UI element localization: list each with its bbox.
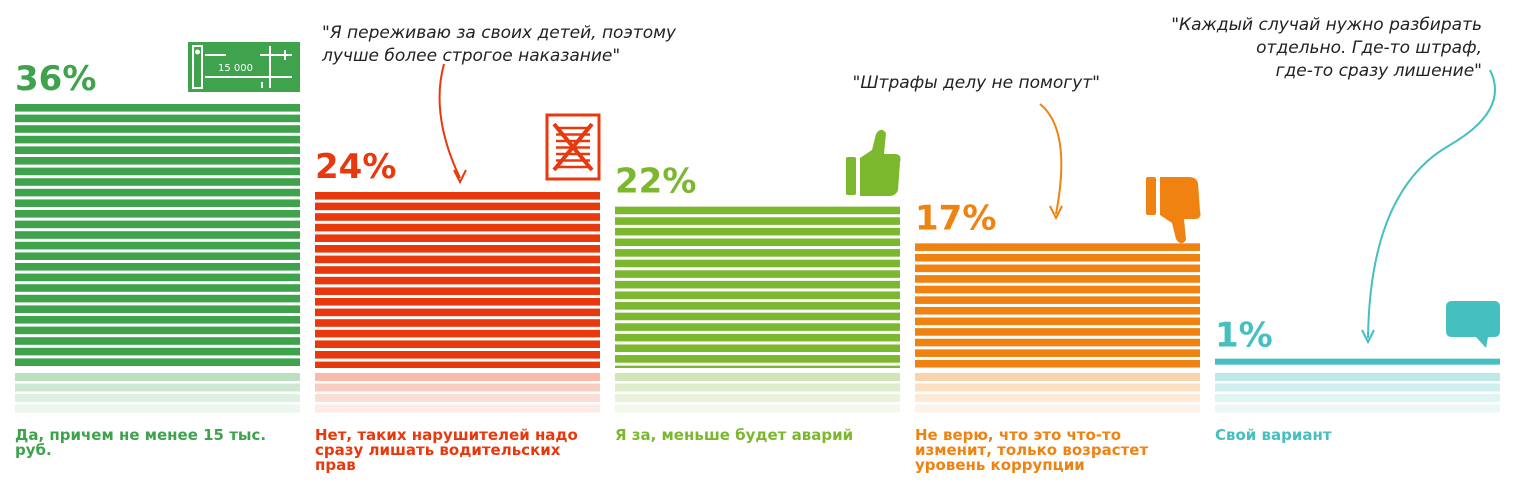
quote-arrowhead-1 [453,169,467,185]
bar-group-1: 36% Да, причем не менее 15 тыс. руб. [15,59,300,459]
quote-1: "Я переживаю за своих детей, поэтому лучш… [321,23,677,185]
quotes-layer: "Я переживаю за своих детей, поэтому лучш… [321,15,1496,345]
category-label-5: Свой вариант [1215,426,1332,444]
bar-5 [1215,358,1500,365]
bar-1 [15,104,300,366]
bar-3 [615,206,900,368]
percent-label-2: 24% [315,147,396,187]
bar-4 [915,243,1200,368]
bars-layer: 36% Да, причем не менее 15 тыс. руб. 24% Нет… [15,59,1500,474]
bar-group-4: 17% Не верю, что это что-то изменит, тольк… [915,198,1200,474]
category-label-3: Я за, меньше будет аварий [615,426,853,444]
quote-text-3: "Каждый случай нужно разбирать отдельно. … [1171,15,1482,81]
speech-bubble-icon [1446,301,1500,348]
percent-label-4: 17% [915,198,996,238]
quote-text-1: "Я переживаю за своих детей, поэтому лучш… [321,23,677,66]
thumbs-down-icon [1146,177,1201,244]
quote-text-2: "Штрафы делу не помогут" [853,73,1100,93]
quote-arrowhead-3 [1361,329,1375,345]
quote-arrow-2 [1039,103,1063,215]
quote-arrowhead-2 [1049,205,1063,221]
bar-2 [315,192,600,368]
bar-reflection-2 [315,373,600,413]
icons-layer: 15 000 [188,42,1500,348]
banknote-label: 15 000 [218,63,253,74]
bar-group-5: 1% Свой вариант [1215,316,1500,444]
thumbs-up-icon [846,129,901,196]
quote-2: "Штрафы делу не помогут" [853,73,1100,221]
category-label-1: Да, причем не менее 15 тыс. руб. [15,426,266,459]
category-label-2: Нет, таких нарушителей надо сразу лишать … [315,426,578,474]
bar-reflection-1 [15,373,300,413]
category-label-4: Не верю, что это что-то изменит, только в… [915,426,1148,474]
bar-group-2: 24% Нет, таких нарушителей надо сразу лиша… [315,147,600,474]
percent-label-3: 22% [615,162,696,202]
bar-reflection-3 [615,373,900,413]
percent-label-1: 36% [15,59,96,99]
bar-reflection-4 [915,373,1200,413]
crossed-document-icon [545,113,601,181]
banknote-icon: 15 000 [188,42,300,92]
quote-arrow-3 [1367,69,1496,339]
bar-group-3: 22% Я за, меньше будет аварий [615,162,900,444]
quote-arrow-1 [438,63,461,179]
quote-3: "Каждый случай нужно разбирать отдельно. … [1171,15,1496,345]
bar-reflection-5 [1215,373,1500,413]
percent-label-5: 1% [1215,316,1273,356]
